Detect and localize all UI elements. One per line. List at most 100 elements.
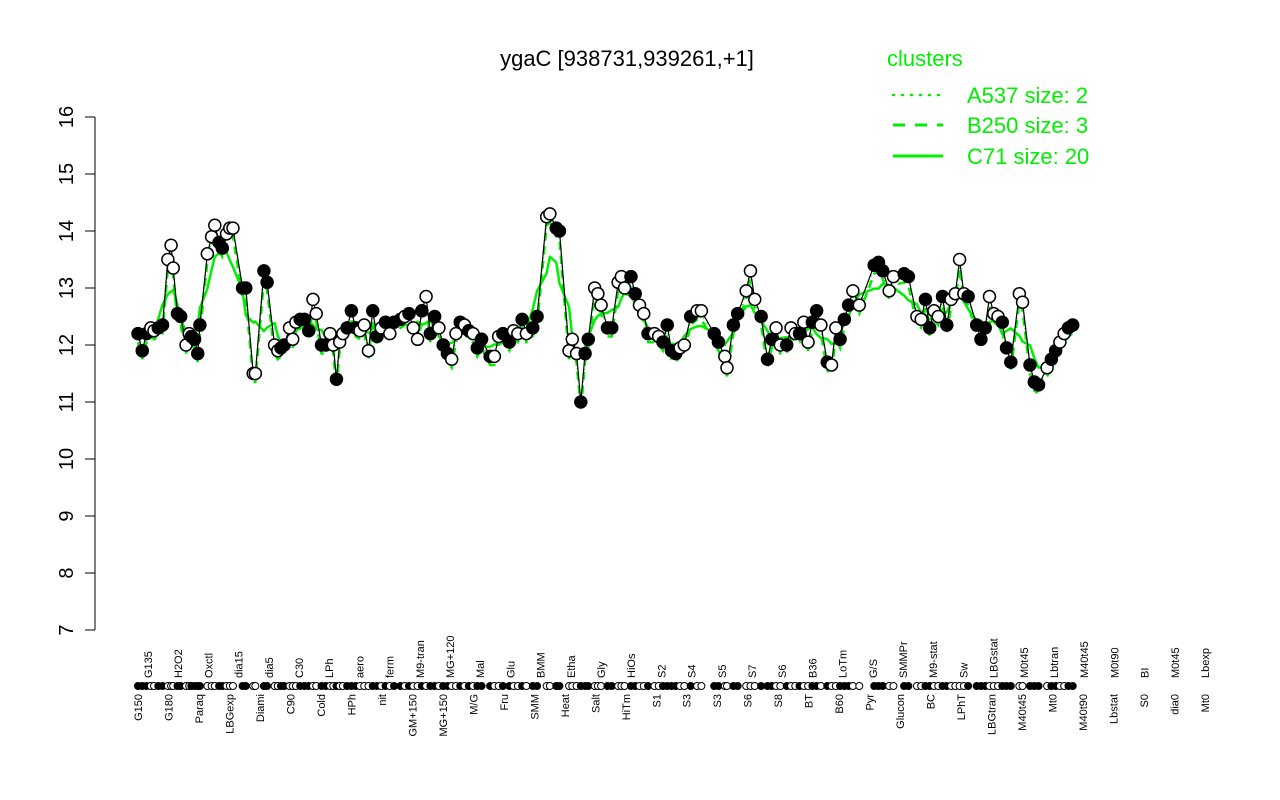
x-tick-label: MG+150 <box>438 694 450 737</box>
x-tick-label: M40t90 <box>1078 694 1090 731</box>
data-point <box>829 321 843 335</box>
rug-marker <box>477 682 486 690</box>
x-tick-label: M0t45 <box>1019 647 1031 678</box>
x-tick-label: S2 <box>656 665 668 678</box>
x-tick-label: G180 <box>163 694 175 721</box>
data-point <box>530 309 544 324</box>
data-points <box>131 207 1080 409</box>
x-tick-label: G150 <box>133 694 145 721</box>
x-tick-label: M/G <box>468 694 480 715</box>
x-tick-label: S3 <box>712 694 724 707</box>
data-point <box>940 318 954 332</box>
data-point <box>918 292 933 307</box>
data-point <box>166 261 180 275</box>
legend-entry-a537: A537 size: 2 <box>967 83 1088 108</box>
x-tick-label: B60 <box>834 694 846 714</box>
data-point <box>406 321 421 335</box>
data-point <box>574 395 588 409</box>
data-point <box>578 346 592 361</box>
x-tick-label: Heat <box>560 694 572 717</box>
y-tick-label: 10 <box>56 448 78 470</box>
x-tick-label: LBGstat <box>989 638 1001 678</box>
x-tick-label: Glucon <box>895 694 907 729</box>
x-tick-label: Fru <box>499 694 511 711</box>
data-point <box>974 332 988 347</box>
data-point <box>694 304 709 318</box>
x-tick-label: Diami <box>255 694 267 722</box>
rug-marker <box>1068 682 1077 690</box>
rug-marker <box>228 682 237 690</box>
data-point <box>730 306 745 321</box>
data-point <box>248 366 263 381</box>
data-point <box>502 335 517 349</box>
data-point <box>329 372 344 386</box>
rug-marker <box>964 682 973 690</box>
rug-marker <box>263 682 272 690</box>
x-tick-label: M40t45 <box>1079 641 1091 678</box>
rug-marker <box>1034 682 1043 690</box>
x-tick-label: Pyr <box>865 694 877 711</box>
data-point <box>415 304 429 318</box>
data-point <box>135 343 150 358</box>
data-point <box>187 332 202 347</box>
data-point <box>999 341 1014 355</box>
y-tick-label: 13 <box>56 277 78 299</box>
data-point <box>323 326 337 341</box>
rug-marker <box>533 682 542 690</box>
rug-marker <box>904 682 913 690</box>
x-rug-markers <box>134 682 1077 690</box>
y-tick-label: 15 <box>56 163 78 185</box>
data-point <box>743 264 758 278</box>
rug-marker <box>241 682 250 690</box>
x-tick-label: M40t45 <box>1017 694 1029 731</box>
chart-title: ygaC [938731,939261,+1] <box>500 46 754 71</box>
data-point <box>257 264 271 278</box>
data-point <box>208 218 222 233</box>
data-point <box>306 292 320 307</box>
x-tick-label: LPhT <box>956 694 968 721</box>
x-tick-label: SMMPr <box>898 641 910 678</box>
data-point <box>814 318 828 332</box>
data-point <box>383 326 397 341</box>
data-point <box>792 326 807 341</box>
x-tick-label: SMM <box>529 694 541 720</box>
x-tick-label: MG+120 <box>445 636 457 679</box>
data-point <box>543 207 557 221</box>
x-tick-label: M9-stat <box>928 641 940 678</box>
x-tick-label: dia15 <box>234 651 246 678</box>
data-point <box>914 312 928 327</box>
x-tick-label: M0t45 <box>1170 647 1182 678</box>
x-tick-label: GM+150 <box>407 694 419 737</box>
x-tick-label: dia0 <box>1170 694 1182 715</box>
data-point <box>173 309 188 324</box>
y-tick-label: 8 <box>56 567 78 578</box>
x-tick-label: H2O2 <box>173 649 185 678</box>
legend: clusters A537 size: 2 B250 size: 3 C71 s… <box>887 46 1089 169</box>
x-tick-label: Cold <box>316 694 328 717</box>
data-point <box>677 338 692 352</box>
data-point <box>978 321 992 335</box>
data-point <box>801 335 815 349</box>
x-tick-label: Lbstat <box>1109 694 1121 724</box>
x-tick-label: C90 <box>285 694 297 714</box>
data-point <box>660 318 674 332</box>
data-point <box>164 238 178 252</box>
x-tick-label: B36 <box>807 658 819 678</box>
rug-marker <box>697 682 706 690</box>
data-point <box>739 284 753 298</box>
legend-title: clusters <box>887 46 963 71</box>
data-point <box>882 284 896 298</box>
x-tick-label: Paraq <box>194 694 206 723</box>
rug-marker <box>555 682 564 690</box>
x-tick-label: M0t90 <box>1109 647 1121 678</box>
data-point <box>552 224 567 238</box>
x-tick-label: S4 <box>687 665 699 678</box>
data-point <box>952 252 967 267</box>
data-point <box>427 309 442 324</box>
x-tick-label: S6 <box>743 694 755 707</box>
x-tick-label: Lbexp <box>1200 648 1212 678</box>
x-tick-label: HiTm <box>621 694 633 720</box>
x-tick-label: Glu <box>505 661 517 678</box>
data-point <box>581 332 596 347</box>
x-tick-label: S0 <box>1139 694 1151 707</box>
